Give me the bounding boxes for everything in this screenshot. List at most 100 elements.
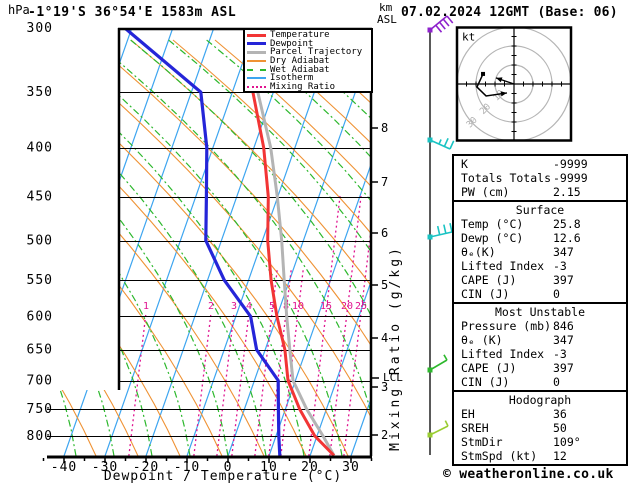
station-title: -1°19'S 36°54'E 1583m ASL: [28, 5, 237, 20]
temp-tick-label: 0: [224, 460, 233, 475]
pressure-gridlines: [47, 92, 372, 437]
wet-adiabat-line: [244, 39, 372, 456]
table-row-value: 25.8: [553, 217, 581, 231]
table-row: EH 36: [454, 407, 626, 421]
parcel-trajectory-curve: [253, 28, 336, 456]
x-axis-title: Dewpoint / Temperature (°C): [103, 469, 343, 484]
mixing-ratio-line: [231, 312, 250, 456]
table-section: Hodograph EH 36 SREH 50 StmDir 109° StmSpd (kt)…: [452, 390, 628, 466]
wet-adiabat-line: [47, 39, 229, 456]
table-row-value: 109°: [553, 435, 581, 449]
table-row: K -9999: [454, 157, 626, 171]
temp-tick-label: -40: [51, 460, 77, 475]
pressure-tick-label: 500: [27, 234, 53, 249]
table-section: Most Unstable Pressure (mb) 846 θₑ (K) 347 Li…: [452, 302, 628, 392]
altitude-tick-label: 8: [381, 121, 388, 135]
legend-item: Temperature: [247, 31, 371, 40]
hodograph-ring-label: 10: [492, 89, 507, 104]
legend-line-sample: [247, 77, 266, 80]
pressure-axis-unit: hPa: [8, 3, 30, 17]
pressure-tick-label: 600: [27, 309, 53, 324]
table-section: K -9999 Totals Totals -9999 PW (cm) 2.15: [452, 154, 628, 202]
pressure-tick-label: 350: [27, 85, 53, 100]
altitude-axis-unit-km: km: [379, 1, 393, 14]
table-row: SREH 50: [454, 421, 626, 435]
table-row-value: -9999: [553, 157, 588, 171]
wind-barb: [427, 420, 449, 438]
table-section-title: Most Unstable: [494, 305, 585, 319]
dry-adiabat-line: [172, 39, 372, 456]
mixing-ratio-line: [308, 195, 341, 456]
table-row-label: θₑ(K): [461, 245, 496, 259]
legend-line-sample: [247, 85, 266, 88]
run-datetime: 07.02.2024 12GMT (Base: 06): [401, 5, 618, 20]
mixing-ratio-label: 1: [143, 301, 149, 312]
legend-line-sample: [247, 68, 266, 71]
wet-adiabat-line: [54, 39, 343, 456]
table-row: StmSpd (kt) 12: [454, 449, 626, 463]
table-row: CAPE (J) 397: [454, 361, 626, 375]
dry-adiabat-line: [88, 39, 372, 456]
legend-item-label: Isotherm: [270, 73, 314, 84]
table-section-title: Surface: [515, 203, 565, 217]
wet-adiabat-line: [92, 39, 372, 456]
mixing-ratio-label: 3: [231, 301, 237, 312]
table-row-value: 397: [553, 273, 574, 287]
altitude-tick-label: 4: [381, 331, 388, 345]
wind-barb-staff: [427, 15, 455, 455]
table-row-value: 0: [553, 375, 560, 389]
legend-item-label: Wet Adiabat: [270, 64, 330, 75]
isotherm-line: [309, 28, 372, 456]
pressure-tick-label: 650: [27, 343, 53, 358]
legend-item-label: Mixing Ratio: [270, 81, 336, 92]
table-row-value: 2.15: [553, 185, 581, 199]
table-row-value: 0: [553, 287, 560, 301]
dry-adiabat-line: [256, 39, 372, 456]
table-row-label: Temp (°C): [461, 217, 524, 231]
wind-barb: [427, 15, 454, 33]
legend-item-label: Dry Adiabat: [270, 56, 330, 67]
pressure-tick-label: 300: [27, 21, 53, 36]
table-row-label: CIN (J): [461, 287, 510, 301]
dry-adiabat-line: [47, 39, 307, 456]
wind-barb: [427, 223, 453, 240]
pressure-tick-label: 450: [27, 190, 53, 205]
legend-item: Wet Adiabat: [247, 65, 371, 74]
mixing-ratio-line: [329, 195, 362, 456]
table-row-value: 347: [553, 333, 574, 347]
dry-adiabat-line: [214, 39, 372, 456]
mixing-ratio-label: 2: [208, 301, 214, 312]
wet-adiabat-line: [282, 39, 372, 456]
hodograph-unit-label: kt: [462, 31, 475, 44]
altitude-axis-unit-asl: ASL: [377, 13, 397, 26]
pressure-tick-label: 550: [27, 273, 53, 288]
wet-adiabat-line: [47, 39, 153, 456]
legend-item: Dewpoint: [247, 38, 371, 49]
altitude-tick-label: 2: [381, 428, 388, 442]
copyright-watermark: © weatheronline.co.uk: [443, 467, 614, 482]
wind-barb: [427, 354, 448, 373]
table-section: Surface Temp (°C) 25.8 Dewp (°C) 12.6 θₑ(K) 34…: [452, 200, 628, 304]
table-row-label: Totals Totals: [461, 171, 552, 185]
legend-item-label: Dewpoint: [270, 38, 314, 49]
mixing-ratio-line: [128, 312, 147, 456]
legend-item-label: Parcel Trajectory: [270, 47, 363, 58]
legend-line-sample: [247, 42, 266, 46]
table-section-title: Hodograph: [508, 393, 572, 407]
table-row-label: SREH: [461, 421, 489, 435]
temp-tick-label: 10: [260, 460, 278, 475]
mixing-ratio-label: 5: [269, 301, 275, 312]
table-row: PW (cm) 2.15: [454, 185, 626, 199]
temp-tick-label: -20: [133, 460, 159, 475]
table-row-label: Dewp (°C): [461, 231, 524, 245]
table-row-value: 347: [553, 245, 574, 259]
dry-adiabat-line: [47, 39, 349, 456]
altitude-tick-label: 6: [381, 226, 388, 240]
table-row-value: 846: [553, 319, 574, 333]
wind-barb: [427, 137, 455, 150]
dewpoint-curve: [123, 28, 282, 456]
altitude-tick-label: 7: [381, 175, 388, 189]
table-row-value: 36: [553, 407, 567, 421]
